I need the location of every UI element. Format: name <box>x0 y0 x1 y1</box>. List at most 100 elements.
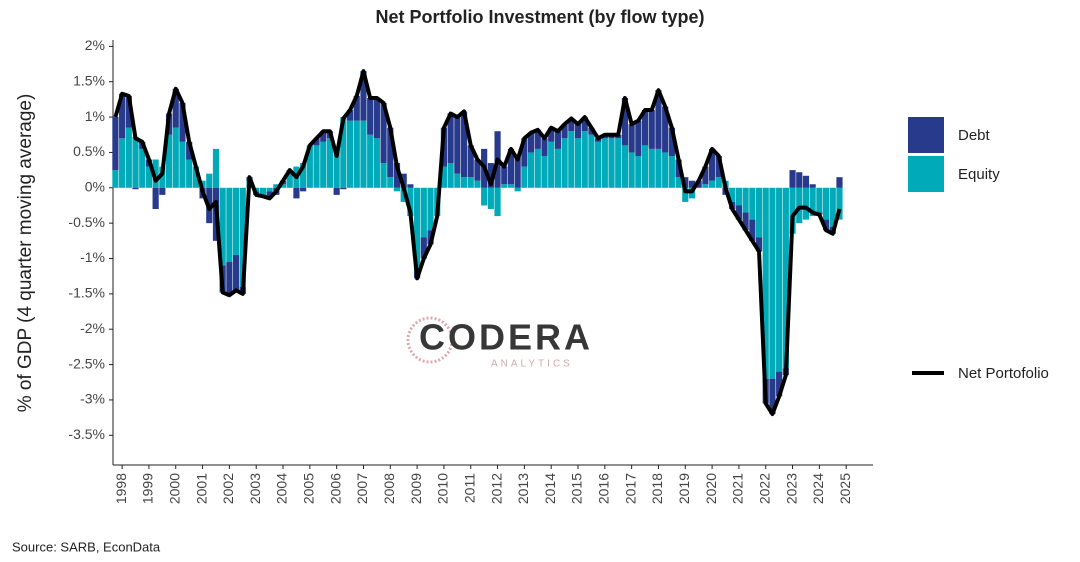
bar <box>628 152 635 188</box>
bar <box>501 166 508 185</box>
bar <box>373 97 380 139</box>
bar <box>159 166 166 188</box>
bar <box>729 187 736 202</box>
bar <box>306 145 313 188</box>
bar <box>447 163 454 188</box>
bar <box>400 173 407 188</box>
legend-label: Debt <box>958 127 991 144</box>
bar <box>648 110 655 149</box>
bar <box>668 155 675 188</box>
bar <box>641 145 649 188</box>
bar <box>615 138 622 188</box>
y-tick-label: -3% <box>80 391 105 407</box>
bar <box>709 180 716 188</box>
bar <box>454 117 461 174</box>
bar <box>367 134 374 188</box>
bar <box>467 145 474 178</box>
bar <box>132 187 139 190</box>
watermark-sub: ANALYTICS <box>491 359 573 370</box>
bar <box>367 97 374 135</box>
y-tick-label: -2.5% <box>68 355 105 371</box>
bar <box>675 177 682 188</box>
bar <box>179 102 186 142</box>
bar <box>380 163 387 188</box>
y-tick-label: 2% <box>85 37 105 53</box>
bar <box>836 187 843 220</box>
bar <box>313 138 320 146</box>
bar <box>293 187 300 199</box>
bar <box>588 134 595 188</box>
bar <box>648 148 655 188</box>
bar <box>749 187 756 220</box>
bar <box>822 219 830 231</box>
bar <box>608 138 615 188</box>
bar <box>393 163 401 188</box>
legend-label: Equity <box>958 166 1000 183</box>
bar <box>474 180 481 188</box>
bar <box>286 173 293 188</box>
bar <box>521 138 528 167</box>
bar <box>601 138 608 188</box>
bar <box>186 141 193 160</box>
bar <box>454 173 461 188</box>
bar <box>333 187 340 195</box>
bar <box>300 163 307 188</box>
bar <box>380 102 387 164</box>
bar <box>346 120 354 188</box>
bar <box>239 187 246 287</box>
source: Source: SARB, EconData <box>12 539 161 554</box>
bar <box>487 163 494 188</box>
bar <box>300 187 307 192</box>
bar <box>776 371 783 397</box>
bar <box>119 138 126 188</box>
bar <box>809 187 816 217</box>
bar <box>206 173 213 188</box>
bar <box>387 177 394 188</box>
bar <box>172 88 179 128</box>
bar <box>481 187 488 206</box>
bar <box>320 131 327 142</box>
bar <box>279 184 287 188</box>
y-axis-label: % of GDP (4 quarter moving average) <box>15 94 36 413</box>
y-tick-label: -2% <box>80 320 105 336</box>
y-tick-label: 0.5% <box>73 143 105 159</box>
watermark-logo <box>406 316 454 364</box>
x-tick-label: 2001 <box>193 473 209 504</box>
y-tick-label: 0% <box>85 178 105 194</box>
bar <box>320 141 327 188</box>
bar <box>662 152 669 188</box>
legend-swatch <box>908 117 944 153</box>
bar <box>125 95 132 128</box>
bar <box>715 155 722 178</box>
bar <box>527 132 535 153</box>
bar <box>125 127 132 188</box>
bar <box>420 187 427 238</box>
bar <box>152 159 159 188</box>
bar <box>789 170 796 188</box>
bar <box>554 148 561 188</box>
bar <box>514 155 521 188</box>
bar <box>769 187 776 379</box>
bar <box>749 219 756 241</box>
y-tick-label: -1.5% <box>68 285 105 301</box>
bar <box>789 187 796 234</box>
bar <box>561 124 568 139</box>
bar <box>172 127 179 188</box>
x-tick-label: 2005 <box>301 473 317 504</box>
bar <box>635 155 642 188</box>
bar <box>548 127 555 142</box>
bar <box>635 120 642 156</box>
bar <box>514 187 521 192</box>
bar <box>387 127 394 178</box>
bar <box>165 134 173 188</box>
bar <box>561 138 568 188</box>
bar <box>266 187 273 192</box>
x-tick-label: 2000 <box>166 473 182 504</box>
bar <box>709 148 716 181</box>
bar <box>414 187 421 273</box>
bar <box>702 166 709 185</box>
bar <box>742 212 749 231</box>
x-tick-label: 2011 <box>461 473 477 503</box>
bar <box>266 191 273 199</box>
bar <box>226 187 233 263</box>
